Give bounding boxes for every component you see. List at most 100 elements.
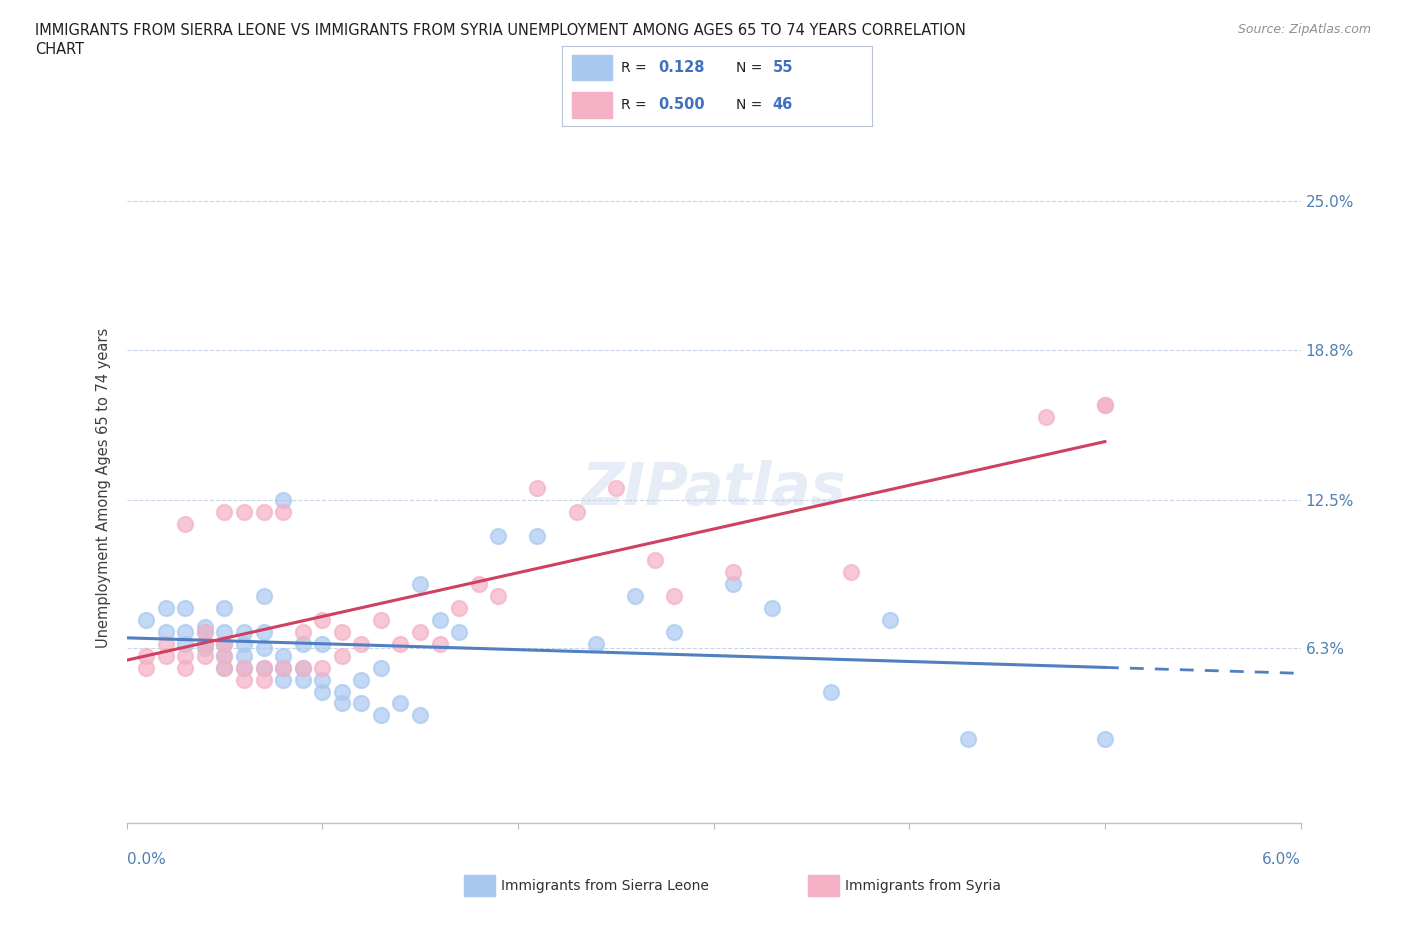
- Point: [233, 660, 256, 675]
- Point: [644, 552, 666, 567]
- Point: [291, 636, 314, 651]
- Point: [350, 672, 373, 687]
- Point: [291, 624, 314, 639]
- Point: [486, 589, 509, 604]
- Point: [370, 612, 392, 627]
- Point: [721, 565, 744, 579]
- Point: [271, 660, 294, 675]
- Point: [311, 672, 333, 687]
- Point: [233, 648, 256, 663]
- Point: [330, 684, 353, 699]
- Point: [330, 696, 353, 711]
- Text: 0.128: 0.128: [658, 60, 704, 75]
- Point: [271, 672, 294, 687]
- FancyBboxPatch shape: [572, 92, 612, 118]
- Point: [214, 636, 236, 651]
- Point: [194, 624, 217, 639]
- Point: [350, 696, 373, 711]
- Point: [214, 601, 236, 616]
- Point: [330, 624, 353, 639]
- Point: [194, 636, 217, 651]
- Point: [291, 672, 314, 687]
- Point: [271, 493, 294, 508]
- Point: [291, 660, 314, 675]
- Point: [174, 517, 197, 532]
- Point: [214, 505, 236, 520]
- Point: [155, 648, 177, 663]
- Point: [389, 636, 412, 651]
- Point: [252, 505, 274, 520]
- Point: [449, 624, 471, 639]
- Text: 55: 55: [773, 60, 793, 75]
- Point: [956, 732, 979, 747]
- Point: [174, 660, 197, 675]
- Text: 6.0%: 6.0%: [1261, 852, 1301, 867]
- Point: [389, 696, 412, 711]
- Text: R =: R =: [621, 60, 651, 74]
- Point: [271, 648, 294, 663]
- Point: [291, 660, 314, 675]
- Point: [214, 660, 236, 675]
- Point: [174, 636, 197, 651]
- Point: [585, 636, 607, 651]
- Text: 0.0%: 0.0%: [127, 852, 166, 867]
- Point: [526, 481, 548, 496]
- Text: N =: N =: [735, 98, 766, 112]
- FancyBboxPatch shape: [572, 55, 612, 81]
- Point: [486, 528, 509, 543]
- Text: R =: R =: [621, 98, 651, 112]
- Point: [1035, 409, 1057, 424]
- Text: ZIPatlas: ZIPatlas: [581, 459, 846, 517]
- Text: Immigrants from Sierra Leone: Immigrants from Sierra Leone: [501, 879, 709, 894]
- Point: [214, 624, 236, 639]
- Point: [468, 577, 491, 591]
- Point: [1094, 732, 1116, 747]
- Point: [1094, 397, 1116, 412]
- Point: [155, 636, 177, 651]
- Point: [194, 636, 217, 651]
- Point: [155, 601, 177, 616]
- Point: [721, 577, 744, 591]
- Text: CHART: CHART: [35, 42, 84, 57]
- Point: [761, 601, 783, 616]
- Point: [449, 601, 471, 616]
- Point: [214, 648, 236, 663]
- Point: [233, 624, 256, 639]
- Text: IMMIGRANTS FROM SIERRA LEONE VS IMMIGRANTS FROM SYRIA UNEMPLOYMENT AMONG AGES 65: IMMIGRANTS FROM SIERRA LEONE VS IMMIGRAN…: [35, 23, 966, 38]
- Point: [194, 624, 217, 639]
- Point: [330, 648, 353, 663]
- Point: [311, 684, 333, 699]
- Point: [174, 648, 197, 663]
- Y-axis label: Unemployment Among Ages 65 to 74 years: Unemployment Among Ages 65 to 74 years: [96, 328, 111, 648]
- Point: [135, 660, 157, 675]
- Text: 46: 46: [773, 98, 793, 113]
- Point: [271, 660, 294, 675]
- Text: Source: ZipAtlas.com: Source: ZipAtlas.com: [1237, 23, 1371, 36]
- Point: [409, 624, 432, 639]
- Point: [664, 589, 686, 604]
- Point: [271, 505, 294, 520]
- Text: 0.500: 0.500: [658, 98, 704, 113]
- Point: [879, 612, 901, 627]
- Point: [311, 612, 333, 627]
- Point: [155, 624, 177, 639]
- Point: [135, 612, 157, 627]
- Point: [565, 505, 588, 520]
- Point: [233, 505, 256, 520]
- Point: [252, 672, 274, 687]
- Point: [233, 672, 256, 687]
- Point: [174, 601, 197, 616]
- Point: [820, 684, 842, 699]
- Point: [194, 619, 217, 634]
- Point: [194, 641, 217, 656]
- Point: [839, 565, 862, 579]
- Point: [214, 636, 236, 651]
- Point: [370, 708, 392, 723]
- Point: [664, 624, 686, 639]
- Point: [214, 660, 236, 675]
- Point: [624, 589, 647, 604]
- Point: [311, 636, 333, 651]
- Point: [252, 660, 274, 675]
- Point: [429, 636, 451, 651]
- Point: [194, 648, 217, 663]
